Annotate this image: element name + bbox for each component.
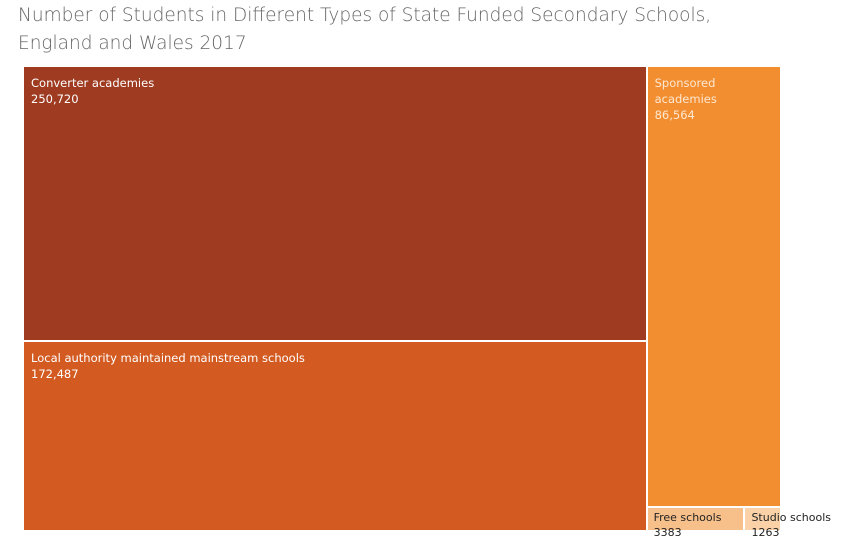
cell-label: Local authority maintained mainstream sc…	[31, 350, 305, 382]
category-label: Converter academies	[31, 76, 155, 90]
cell-label: Converter academies 250,720	[31, 75, 154, 107]
treemap-cell: Converter academies 250,720	[23, 66, 647, 342]
category-label: Studio schools	[751, 511, 831, 525]
value-label: 86,564	[654, 108, 695, 122]
treemap-cell: Local authority maintained mainstream sc…	[23, 341, 647, 531]
value-label: 172,487	[31, 367, 79, 382]
cell-label: Sponsored academies 86,564	[655, 75, 735, 123]
category-label: Local authority maintained mainstream sc…	[31, 351, 305, 366]
chart-title: Number of Students in Different Types of…	[18, 5, 712, 54]
category-label: Sponsored academies	[654, 76, 717, 106]
cell-label: Studio schools 1263	[751, 510, 831, 540]
value-label: 3383	[653, 526, 682, 540]
value-label: 1263	[751, 526, 780, 540]
value-label: 250,720	[31, 92, 79, 106]
treemap-cell: Studio schools 1263	[744, 507, 831, 539]
cell-label: Free schools 3383	[654, 510, 722, 540]
treemap-cell: Sponsored academies 86,564	[646, 66, 781, 508]
treemap-cell: Free schools 3383	[646, 507, 745, 539]
category-label: Free schools	[653, 511, 722, 525]
